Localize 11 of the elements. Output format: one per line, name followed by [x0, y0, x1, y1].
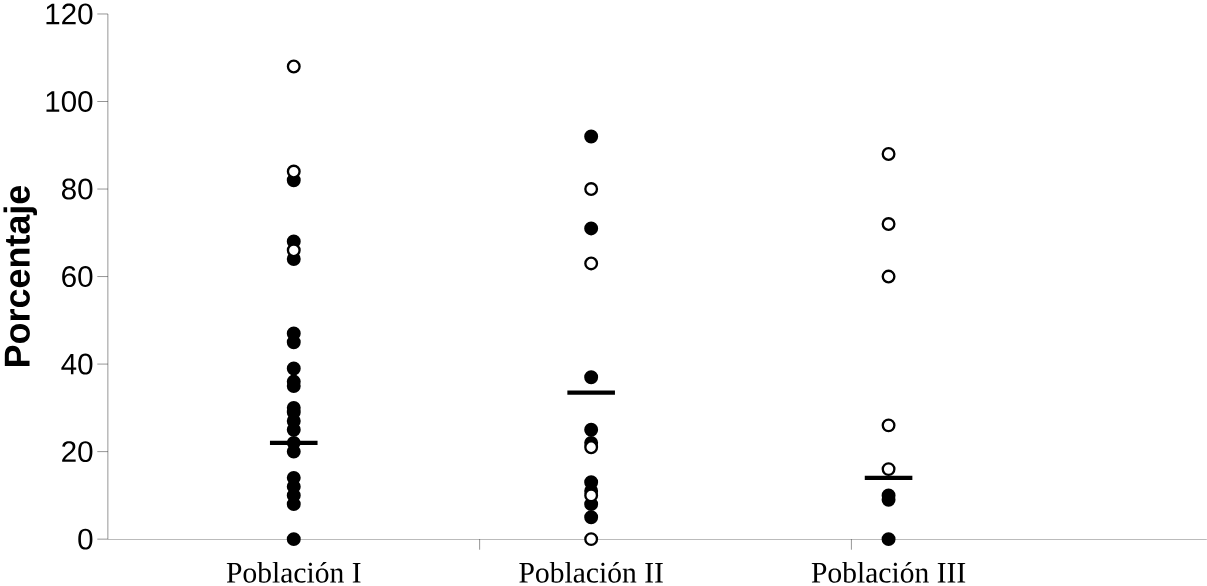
y-axis-title: Porcentaje [3, 185, 37, 366]
y-tick-label: 0 [78, 528, 93, 550]
y-tick-label: 60 [62, 265, 93, 287]
x-tick-label: Población I [226, 561, 361, 583]
y-tick-label: 100 [46, 90, 93, 112]
y-tick-label: 20 [62, 441, 93, 462]
x-tick-label: Población III [811, 561, 966, 583]
y-tick-label: 80 [61, 178, 93, 200]
y-tick-label: 40 [61, 353, 93, 375]
y-tick-label: 120 [46, 3, 93, 25]
x-tick-label: Población II [519, 561, 663, 583]
